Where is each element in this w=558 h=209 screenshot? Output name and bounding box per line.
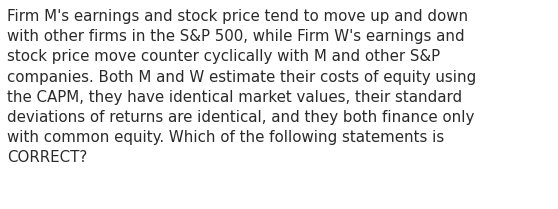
Text: Firm M's earnings and stock price tend to move up and down
with other firms in t: Firm M's earnings and stock price tend t… [7, 9, 477, 165]
